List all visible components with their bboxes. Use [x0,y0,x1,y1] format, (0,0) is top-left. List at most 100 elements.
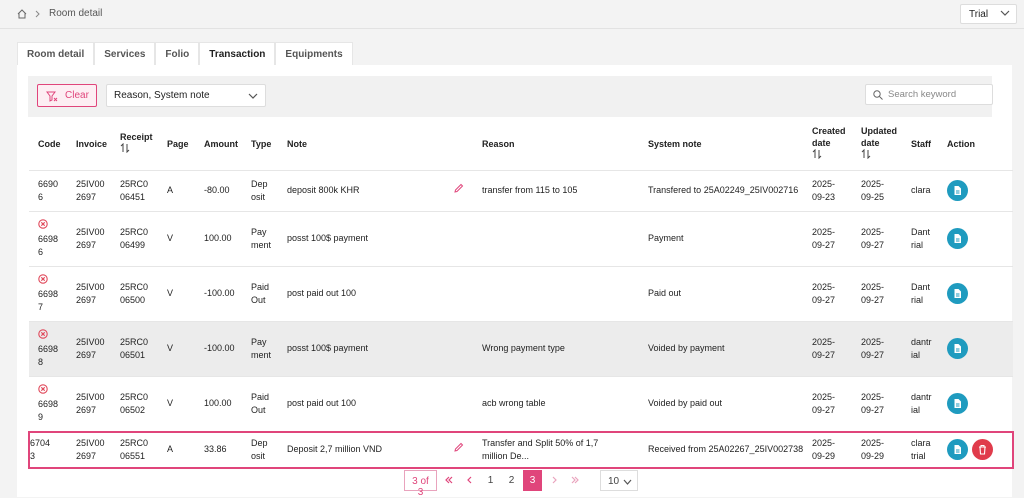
void-icon [38,328,48,339]
cell-code: 66989 [38,398,59,422]
table-cell [453,375,482,432]
cell-note: post paid out 100 [287,288,357,298]
sort-icon[interactable] [861,149,871,160]
table-cell: 66986 [29,210,76,266]
cell-amount: -100.00 [204,288,235,298]
table-cell: Received from 25A02267_25IV002738 [648,430,812,469]
cell-invoice: 25IV002697 [76,178,105,202]
table-cell: -100.00 [204,265,251,321]
cell-type: Deposit [251,437,268,461]
sort-icon[interactable] [812,149,822,160]
column-header-label: Amount [204,138,238,149]
home-icon[interactable] [17,8,27,19]
column-header: Created date [812,118,861,170]
table-row: 66906 25IV002697 25RC006451 A -80.00 Deposit d… [29,169,1013,211]
cell-page: V [167,343,174,353]
next-page-button[interactable] [544,470,563,491]
edit-icon[interactable] [453,183,464,194]
cell-system-note: Payment [648,233,684,243]
table-cell [947,320,1013,376]
view-button[interactable] [947,338,968,359]
tab[interactable]: Transaction [199,42,276,65]
column-select[interactable]: Reason, System note [106,84,266,107]
tab[interactable]: Room detail [17,42,95,65]
table-row: 67043 25IV002697 25RC006551 A 33.86 Deposit De… [28,430,1014,469]
table-cell: 2025-09-27 [861,265,911,321]
property-select-value: Trial [969,9,989,20]
table-cell: 25IV002697 [76,430,120,469]
cell-staff: Dantrial [911,281,931,305]
cell-amount: 100.00 [204,398,232,408]
column-select-value: Reason, System note [114,90,210,101]
cell-receipt: 25RC006500 [120,281,149,305]
table-cell: V [167,320,204,376]
sort-icon[interactable] [120,143,130,154]
tab[interactable]: Services [94,42,156,65]
table-cell: Voided by payment [648,320,812,376]
page-size-select[interactable]: 10 [600,470,638,491]
cell-created: 2025-09-23 [812,178,836,202]
table-cell: 2025-09-23 [812,169,861,211]
column-header: Staff [911,118,947,170]
cell-note: deposit 800k KHR [287,185,360,195]
clear-button[interactable]: Clear [37,84,97,107]
table-cell: 67043 [28,430,76,469]
table-cell: 2025-09-29 [812,430,861,469]
cell-code: 66906 [38,178,59,202]
table-cell: acb wrong table [482,375,648,432]
page-size-value: 10 [608,476,620,487]
tab[interactable]: Folio [155,42,200,65]
table-cell: 2025-09-27 [812,375,861,432]
cell-code: 66986 [38,233,59,257]
filter-bar: Clear Reason, System note Search keyword [28,76,993,117]
view-button[interactable] [947,180,968,201]
table-cell: 25IV002697 [76,265,120,321]
column-header: Reason [482,118,648,170]
tab-bar: Room detail Services Folio Transaction Equip… [17,42,353,65]
cell-invoice: 25IV002697 [76,437,105,461]
column-header: Invoice [76,118,120,170]
table-cell: clara trial [911,430,947,469]
void-icon [38,218,48,229]
prev-page-button[interactable] [460,470,479,491]
void-icon [38,383,48,394]
column-header: Type [251,118,287,170]
table-cell [947,430,1014,469]
view-button[interactable] [947,439,968,460]
table-cell: Paid Out [251,375,287,432]
cell-updated: 2025-09-29 [861,437,885,461]
page-button[interactable]: 2 [508,475,515,486]
table-row: 66989 25IV002697 25RC006502 V 100.00 Paid Out… [29,375,1013,432]
first-page-button[interactable] [439,470,458,491]
table-cell: 25RC006551 [120,430,167,469]
table-cell: 66987 [29,265,76,321]
page-button[interactable]: 3 [523,470,542,491]
property-select[interactable]: Trial [960,4,1017,24]
table-cell: 25IV002697 [76,169,120,211]
clear-label: Clear [65,90,89,101]
column-header-label: Receipt [120,132,153,143]
cell-note: posst 100$ payment [287,343,369,353]
last-page-button[interactable] [565,470,584,491]
view-button[interactable] [947,228,968,249]
void-icon [38,273,48,284]
cell-staff: Dantrial [911,226,931,250]
cell-reason: Wrong payment type [482,343,565,353]
table-cell: 25IV002697 [76,375,120,432]
view-button[interactable] [947,283,968,304]
column-header-label: Page [167,138,189,149]
search-input[interactable]: Search keyword [865,84,993,105]
cell-receipt: 25RC006551 [120,437,149,461]
table-cell: V [167,375,204,432]
tab[interactable]: Equipments [275,42,353,65]
delete-button[interactable] [972,439,993,460]
view-button[interactable] [947,393,968,414]
edit-icon[interactable] [453,442,464,453]
table-cell: Transfer and Split 50% of 1,7 million De… [482,430,648,469]
page-button[interactable]: 1 [487,475,494,486]
cell-receipt: 25RC006502 [120,391,149,415]
table-cell: Paid out [648,265,812,321]
cell-updated: 2025-09-27 [861,391,885,415]
table-cell: 2025-09-27 [861,375,911,432]
